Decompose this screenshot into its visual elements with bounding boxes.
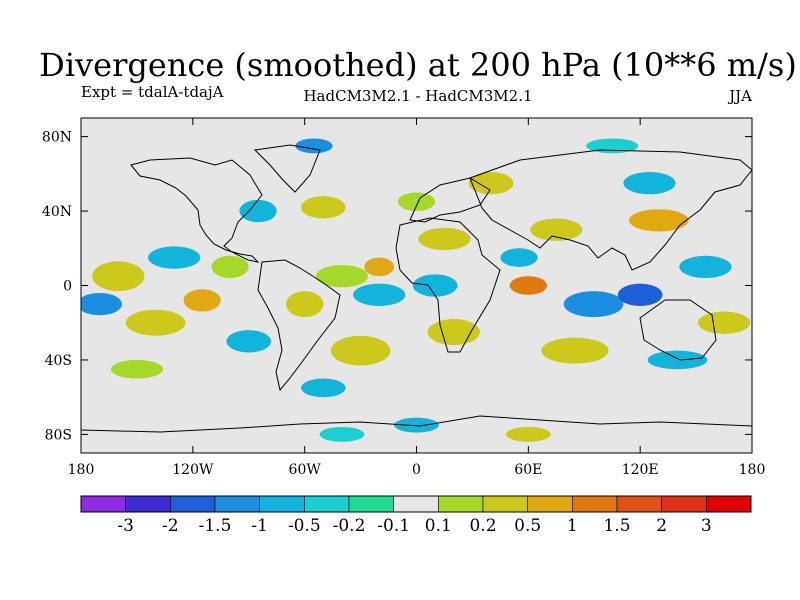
anomaly-blob-23 xyxy=(500,248,538,267)
anomaly-blob-7 xyxy=(110,359,164,379)
y-tick-label-3: 40S xyxy=(45,353,72,369)
experiment-label: Expt = tdalA-tdajA xyxy=(81,83,224,101)
axis-ticks: 180 120W 60W 0 60E 120E 180 80N 40N 0 40S 80S xyxy=(42,118,765,478)
anomaly-blob-12 xyxy=(364,257,395,277)
anomaly-blob-11 xyxy=(315,265,369,288)
colorbar-swatch-1 xyxy=(125,495,171,513)
colorbar-swatch-10 xyxy=(527,495,573,513)
coastline-greenland xyxy=(253,144,321,193)
colorbar-swatch-9 xyxy=(482,495,528,513)
anomaly-blob-3 xyxy=(183,289,221,312)
coastlines xyxy=(81,144,752,433)
anomaly-blob-8 xyxy=(239,199,277,223)
season-label: JJA xyxy=(727,87,752,105)
model-label: HadCM3M2.1 - HadCM3M2.1 xyxy=(303,87,532,105)
colorbar-label-1: -2 xyxy=(162,516,179,536)
colorbar-label-2: -1.5 xyxy=(199,516,232,536)
colorbar-label-4: -0.5 xyxy=(288,516,321,536)
colorbar-swatch-7 xyxy=(393,495,439,513)
colorbar-frame xyxy=(80,495,752,513)
anomaly-blob-35 xyxy=(505,426,551,442)
anomaly-blob-6 xyxy=(226,330,272,353)
colorbar-swatch-4 xyxy=(259,495,305,513)
colorbar-swatch-0 xyxy=(80,495,126,513)
anomaly-blob-15 xyxy=(330,335,391,366)
anomaly-blob-26 xyxy=(541,337,609,364)
anomaly-blob-17 xyxy=(418,227,471,251)
x-tick-label-4: 60E xyxy=(514,462,542,478)
y-tick-label-1: 40N xyxy=(42,204,72,220)
y-tick-label-2: 0 xyxy=(63,279,72,295)
colorbar-swatch-14 xyxy=(706,495,752,513)
colorbar-label-7: 0.1 xyxy=(425,516,452,536)
coastline-australia xyxy=(639,299,717,361)
colorbar-label-5: -0.2 xyxy=(333,516,366,536)
colorbar-label-13: 3 xyxy=(701,516,712,536)
x-tick-label-1: 120W xyxy=(172,462,214,478)
x-tick-label-2: 60W xyxy=(289,462,322,478)
colorbar-swatch-3 xyxy=(214,495,260,513)
colorbar-label-12: 2 xyxy=(656,516,667,536)
anomaly-layer xyxy=(81,138,751,442)
x-tick-label-6: 180 xyxy=(739,462,766,478)
anomaly-blob-20 xyxy=(412,274,458,297)
colorbar-swatch-5 xyxy=(304,495,350,513)
anomaly-blob-14 xyxy=(286,291,324,318)
anomaly-blob-29 xyxy=(623,171,676,195)
colorbar-label-9: 0.5 xyxy=(514,516,541,536)
colorbar-label-8: 0.2 xyxy=(469,516,496,536)
coastline-africa xyxy=(395,217,501,353)
colorbar-label-11: 1.5 xyxy=(603,516,630,536)
anomaly-blob-4 xyxy=(148,246,201,269)
colorbar-label-10: 1 xyxy=(567,516,578,536)
anomaly-blob-22 xyxy=(509,276,547,295)
colorbar-label-6: -0.1 xyxy=(377,516,410,536)
anomaly-blob-28 xyxy=(628,209,689,232)
anomaly-blob-27 xyxy=(617,283,663,306)
anomaly-blob-5 xyxy=(211,255,249,279)
anomaly-blob-32 xyxy=(647,350,708,370)
colorbar: -3 -2 -1.5 -1 -0.5 -0.2 -0.1 0.1 0.2 0.5 1 1.5 2 3 xyxy=(80,495,752,536)
coastline-south-america xyxy=(257,259,341,392)
anomaly-blob-36 xyxy=(319,426,365,442)
anomaly-blob-19 xyxy=(468,171,514,195)
colorbar-swatch-12 xyxy=(616,495,662,513)
anomaly-blob-13 xyxy=(353,283,406,306)
coastline-asia xyxy=(469,149,752,271)
colorbar-swatch-2 xyxy=(170,495,216,513)
x-tick-label-5: 120E xyxy=(622,462,659,478)
colorbar-label-0: -3 xyxy=(117,516,134,536)
anomaly-blob-10 xyxy=(295,138,333,154)
y-tick-label-0: 80N xyxy=(42,130,72,146)
anomaly-blob-18 xyxy=(397,192,436,212)
anomaly-blob-1 xyxy=(81,292,122,316)
anomaly-blob-16 xyxy=(300,378,346,398)
coastline-north-america xyxy=(130,157,263,263)
anomaly-blob-21 xyxy=(427,319,480,346)
chart-title: Divergence (smoothed) at 200 hPa (10**6 … xyxy=(39,46,797,84)
colorbar-label-3: -1 xyxy=(251,516,268,536)
colorbar-swatch-6 xyxy=(348,495,394,513)
y-tick-label-4: 80S xyxy=(45,427,72,443)
anomaly-blob-31 xyxy=(697,311,751,334)
colorbar-swatch-13 xyxy=(661,495,707,513)
x-tick-label-0: 180 xyxy=(68,462,95,478)
coastline-antarctica xyxy=(81,415,752,433)
coastline-europe xyxy=(409,177,491,223)
anomaly-blob-25 xyxy=(563,291,624,318)
anomaly-blob-2 xyxy=(125,309,186,336)
anomaly-blob-24 xyxy=(530,218,583,241)
colorbar-swatch-11 xyxy=(572,495,618,513)
anomaly-blob-9 xyxy=(300,196,346,219)
x-tick-label-3: 0 xyxy=(412,462,421,478)
colorbar-swatch-8 xyxy=(438,495,484,513)
anomaly-blob-30 xyxy=(679,255,732,279)
anomaly-blob-0 xyxy=(92,261,145,292)
anomaly-blob-34 xyxy=(394,417,439,433)
